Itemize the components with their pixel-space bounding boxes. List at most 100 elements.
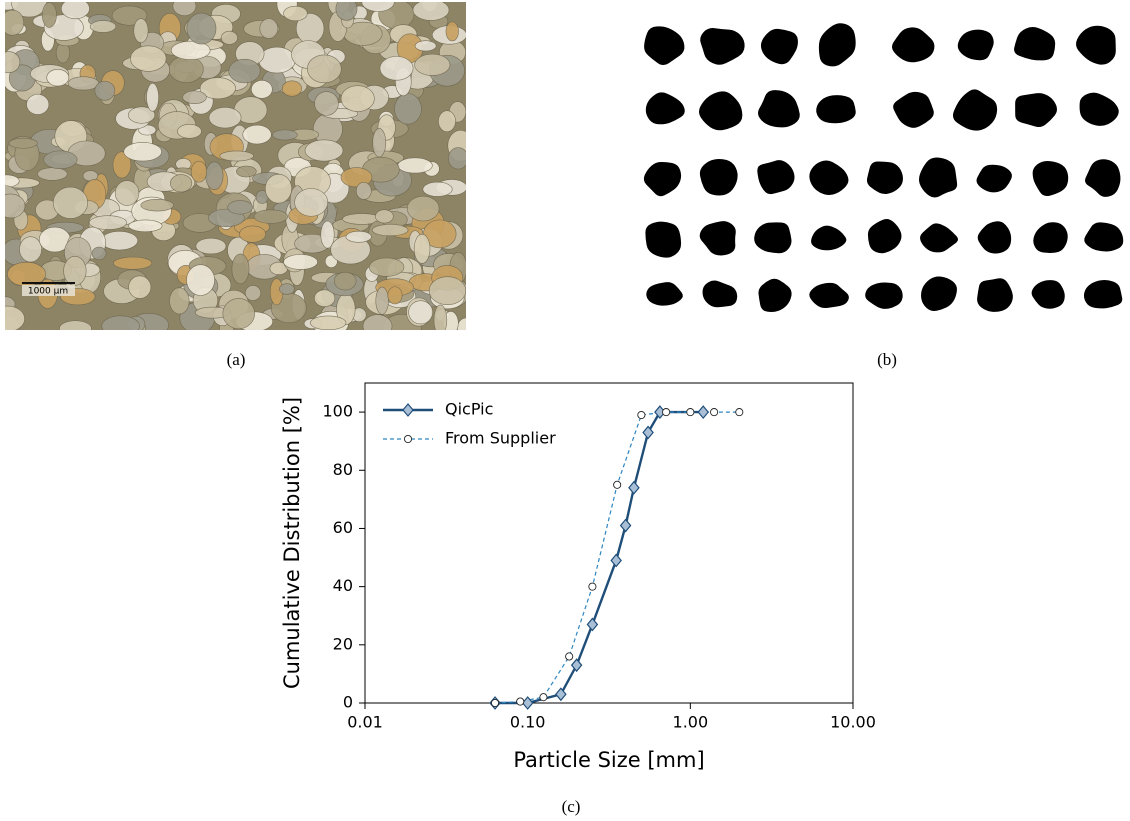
grain (414, 234, 430, 263)
grain (259, 47, 296, 73)
grain (282, 81, 302, 96)
marker (663, 408, 670, 415)
grain (141, 199, 174, 211)
grain (380, 56, 413, 80)
grain (434, 305, 447, 335)
grain (334, 272, 356, 290)
grain (363, 315, 392, 338)
grain (254, 210, 288, 224)
y-tick-label: 20 (333, 634, 353, 653)
marker (611, 554, 621, 566)
grain (229, 59, 261, 83)
silhouette (1032, 280, 1065, 309)
grain (170, 288, 190, 314)
silhouette (761, 29, 798, 64)
grain (61, 0, 89, 19)
grain (59, 321, 91, 337)
grain (305, 140, 343, 161)
grain (183, 91, 207, 104)
silhouette (700, 159, 738, 196)
y-tick-label: 40 (333, 576, 353, 595)
grain (372, 224, 408, 235)
silhouette (868, 219, 902, 253)
silhouette (754, 222, 791, 253)
silhouette (1080, 93, 1119, 126)
grain (388, 287, 402, 304)
grain (64, 256, 87, 285)
silhouette (757, 160, 794, 194)
silhouette (1033, 161, 1069, 196)
figure: 1000 µm (a) (b) (c) Particle Size [mm] C… (0, 0, 1130, 821)
grain (170, 175, 191, 192)
silhouette (703, 281, 738, 308)
grain (336, 0, 357, 20)
grain (187, 265, 215, 296)
silhouette (953, 89, 997, 130)
grain (346, 231, 372, 242)
grain (223, 298, 255, 328)
marker (629, 482, 639, 494)
x-tick-label: 1.00 (673, 713, 709, 732)
grain (232, 254, 249, 284)
silhouette (1014, 27, 1055, 60)
silhouette (644, 162, 681, 196)
marker (566, 653, 573, 660)
grain (124, 142, 162, 161)
grain (398, 158, 433, 173)
x-tick-label: 0.10 (510, 713, 546, 732)
grain (236, 166, 256, 177)
grain (375, 210, 393, 223)
grain (260, 19, 278, 39)
silhouette (865, 283, 902, 309)
grain (27, 94, 49, 114)
grain (373, 128, 386, 156)
silhouette (700, 221, 736, 255)
marker (517, 698, 524, 705)
silhouette (976, 165, 1011, 193)
silhouette (1084, 280, 1122, 308)
grain (9, 138, 38, 148)
y-tick-label: 80 (333, 460, 353, 479)
silhouette (646, 92, 685, 124)
grain (134, 19, 148, 43)
silhouette (816, 95, 856, 123)
grain (169, 56, 203, 83)
marker (687, 408, 694, 415)
grain (251, 80, 272, 98)
grain (295, 189, 328, 217)
grain (307, 55, 341, 83)
grain (68, 77, 99, 90)
grain (446, 22, 459, 41)
grain (438, 111, 455, 132)
grain (47, 69, 69, 86)
grain (429, 277, 466, 305)
legend-marker (403, 404, 413, 416)
grain (239, 226, 265, 242)
panel-label: (c) (562, 797, 581, 816)
grain (315, 92, 339, 116)
legend-label: From Supplier (445, 429, 556, 448)
y-tick-label: 60 (333, 518, 353, 537)
grain (42, 2, 56, 27)
silhouette (819, 23, 856, 66)
silhouette (978, 221, 1011, 253)
silhouette (646, 282, 683, 306)
grain (113, 257, 152, 269)
grain (129, 220, 163, 232)
silhouette (1033, 222, 1067, 253)
grain (448, 148, 468, 170)
scale-bar-label: 1000 µm (28, 287, 68, 297)
grain (228, 201, 253, 215)
grain (44, 151, 78, 169)
marker (523, 697, 533, 709)
x-axis-label: Particle Size [mm] (513, 748, 704, 772)
silhouette (699, 91, 742, 130)
grain (243, 125, 272, 144)
grain (0, 194, 25, 218)
grain (147, 83, 159, 111)
marker (736, 408, 743, 415)
silhouette (809, 160, 848, 195)
x-tick-label: 10.00 (830, 713, 876, 732)
marker (638, 411, 645, 418)
panel-label: (b) (877, 350, 897, 369)
